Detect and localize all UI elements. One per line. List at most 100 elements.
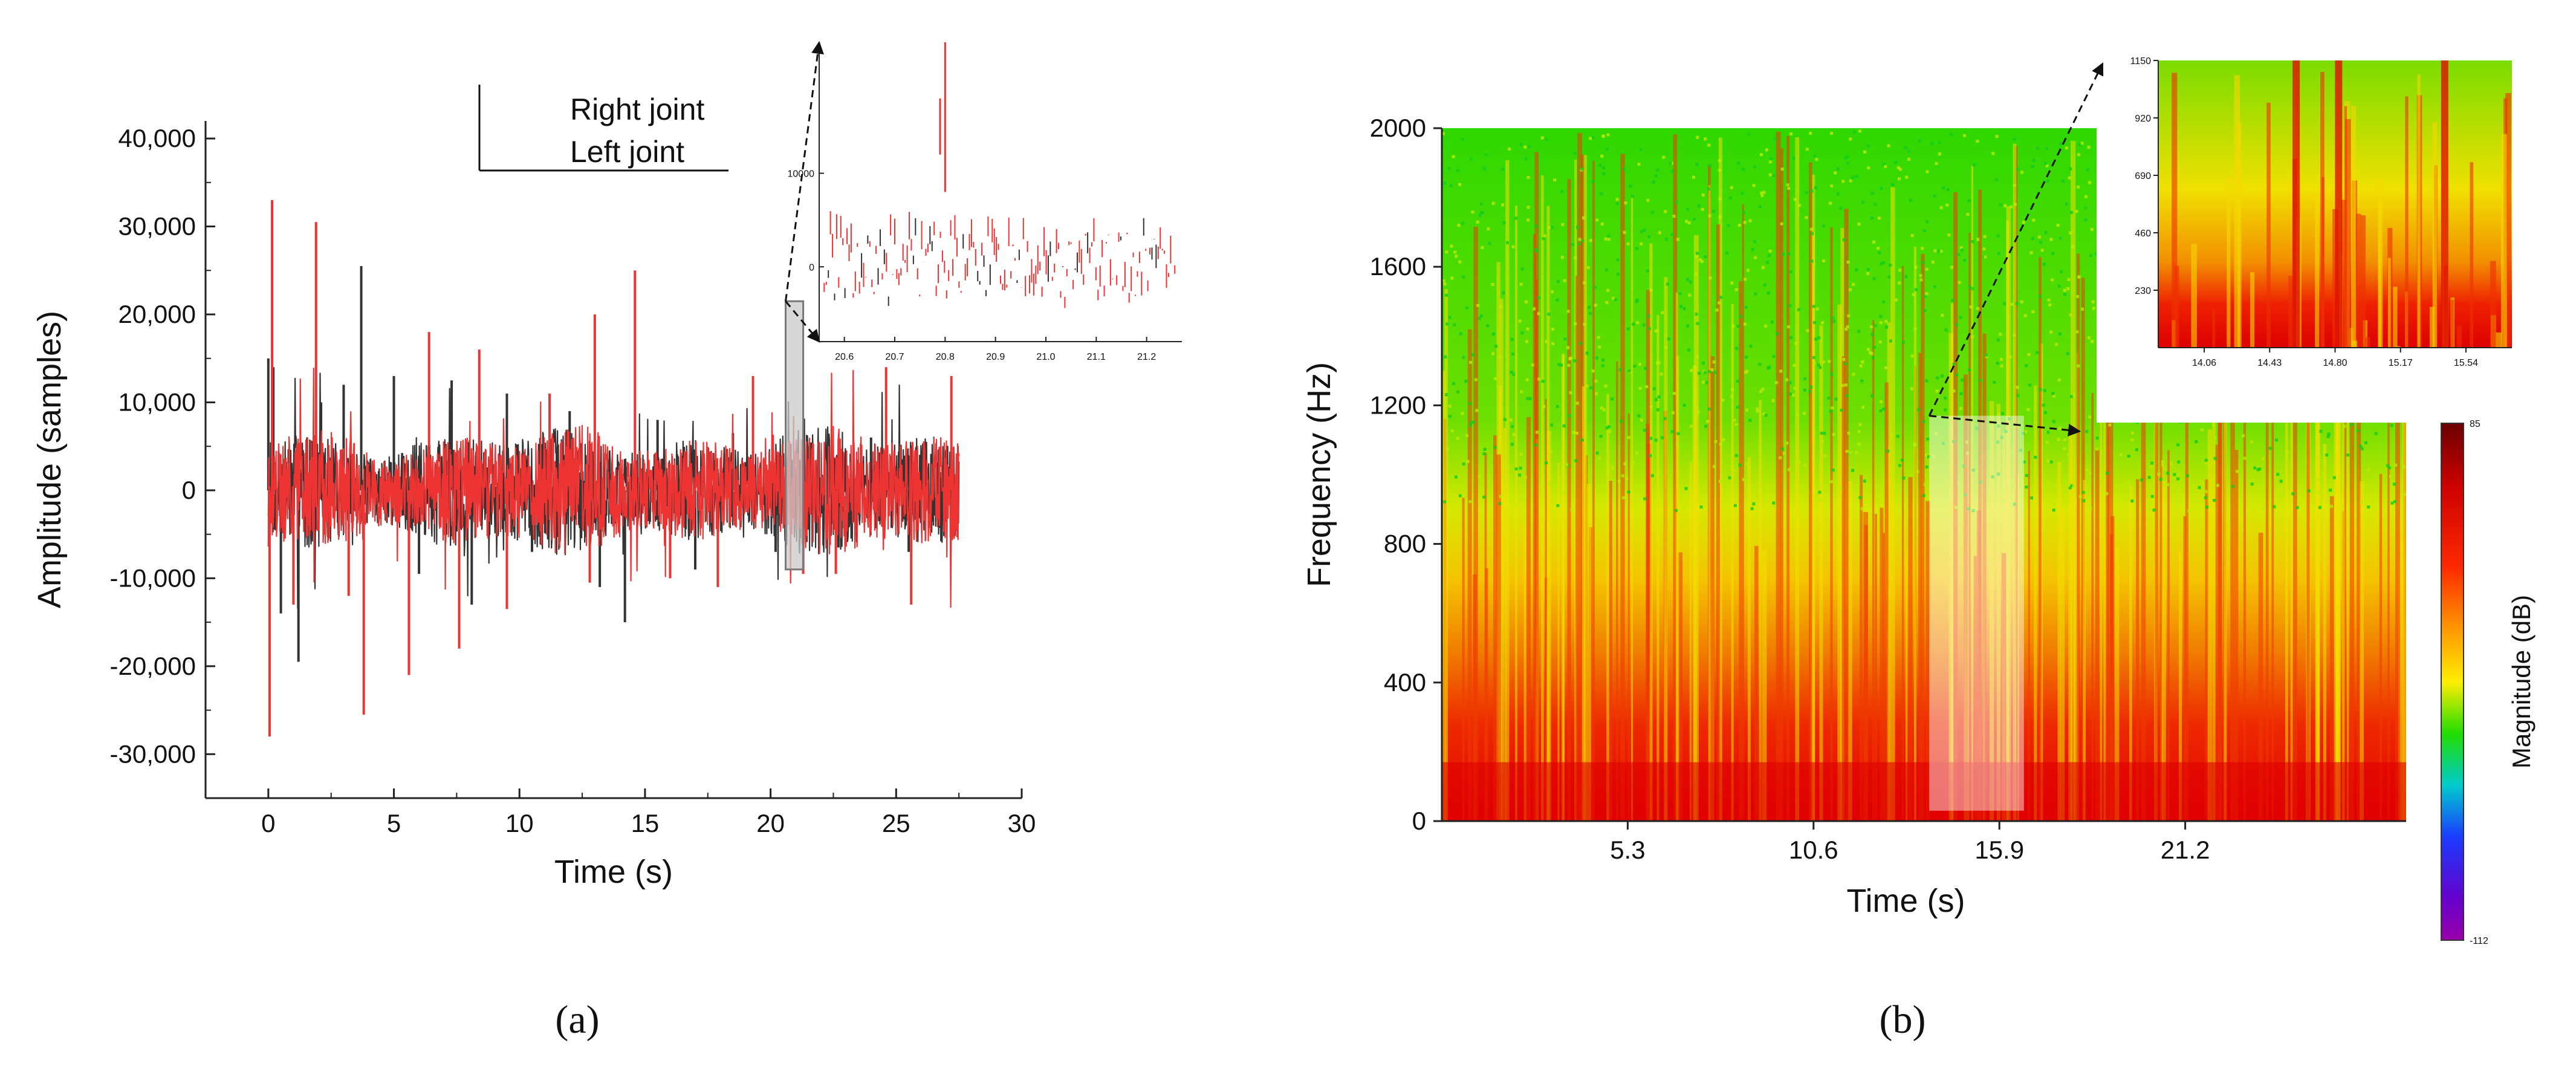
spectrogram-speckle bbox=[2036, 351, 2039, 354]
spectrogram-speckle bbox=[1531, 363, 1534, 367]
spectrogram-speckle bbox=[2003, 204, 2007, 207]
spectrogram-speckle bbox=[1617, 272, 1620, 276]
panel-b-spectrogram: 0 400 800 1200 1600 2000 5.3 10.6 15.9 21.2 Time … bbox=[1301, 56, 2535, 946]
spectrogram-speckle bbox=[1652, 387, 1656, 391]
spectrogram-speckle bbox=[1889, 339, 1892, 343]
spectrogram-speckle bbox=[2364, 441, 2367, 444]
spectrogram-speckle bbox=[1478, 474, 1481, 478]
spectrogram-speckle bbox=[1812, 305, 1815, 308]
spectrogram-speckle bbox=[2091, 300, 2095, 304]
spectrogram-speckle bbox=[1866, 145, 1870, 148]
spectrogram-speckle bbox=[1925, 465, 1929, 469]
spectrogram-speckle bbox=[1852, 282, 1855, 286]
spectrogram-speckle bbox=[1879, 321, 1883, 325]
x-tick-label: 15.9 bbox=[1974, 836, 2024, 864]
spectrogram-speckle bbox=[1520, 390, 1523, 394]
spectrogram-speckle bbox=[1449, 184, 1453, 187]
spectrogram-speckle bbox=[1857, 330, 1861, 333]
spectrogram-speckle bbox=[1493, 446, 1497, 449]
spectrogram-speckle bbox=[1814, 186, 1817, 190]
spectrogram-speckle bbox=[1566, 310, 1570, 313]
spectrogram-speckle bbox=[1687, 221, 1691, 225]
zoom-connector-arrow bbox=[785, 301, 820, 343]
spectrogram-speckle bbox=[1830, 184, 1834, 188]
spectrogram-speckle bbox=[1993, 380, 1996, 384]
spectrogram-speckle bbox=[1961, 379, 1964, 382]
spectrogram-speckle bbox=[1840, 408, 1843, 412]
spectrogram-speckle bbox=[1670, 233, 1674, 236]
spectrogram-speckle bbox=[1768, 365, 1771, 369]
spectrogram-speckle bbox=[1767, 291, 1770, 295]
spectrogram-speckle bbox=[1614, 297, 1617, 301]
spectrogram-speckle bbox=[1444, 293, 1448, 297]
spectrogram-speckle bbox=[1704, 255, 1707, 259]
spectrogram-speckle bbox=[1907, 157, 1911, 161]
spectrogram-speckle bbox=[1567, 363, 1571, 367]
spectrogram-speckle bbox=[2039, 388, 2042, 391]
spectrogram-speckle bbox=[1591, 369, 1595, 373]
spectrogram-speckle bbox=[1971, 509, 1975, 512]
spectrogram-speckle bbox=[2383, 406, 2386, 409]
spectrogram-speckle bbox=[2286, 375, 2289, 379]
spectrogram-speckle bbox=[1605, 148, 1609, 151]
spectrogram-speckle bbox=[1786, 325, 1790, 329]
spectrogram-speckle bbox=[2013, 485, 2016, 489]
spectrogram-speckle bbox=[1675, 442, 1679, 446]
spectrogram-speckle bbox=[1589, 386, 1593, 389]
y-tick-label: -10,000 bbox=[110, 564, 196, 592]
spectrogram-speckle bbox=[1615, 198, 1619, 201]
spectrogram-speckle bbox=[1793, 198, 1797, 201]
spectrogram-speckle bbox=[1657, 395, 1661, 399]
spectrogram-speckle bbox=[2131, 168, 2135, 172]
spectrogram-speckle bbox=[1832, 433, 1835, 437]
spectrogram-speckle bbox=[1847, 314, 1851, 317]
spectrogram-speckle bbox=[1447, 167, 1451, 171]
spectrogram-speckle bbox=[2124, 374, 2127, 377]
y-tick-label: 2000 bbox=[1370, 114, 1426, 142]
spectrogram-speckle bbox=[2170, 462, 2173, 466]
spectrogram-speckle bbox=[1976, 139, 1979, 143]
spectrogram-speckle bbox=[1718, 215, 1722, 219]
spectrogram-speckle bbox=[1827, 396, 1831, 400]
spectrogram-speckle bbox=[1598, 457, 1601, 460]
spectrogram-speckle bbox=[2127, 454, 2130, 458]
spectrogram-speckle bbox=[1785, 441, 1789, 445]
spectrogram-speckle bbox=[2393, 500, 2396, 504]
spectrogram-speckle bbox=[2230, 361, 2234, 365]
spectrogram-speckle bbox=[1984, 255, 1987, 259]
spectrogram-speckle bbox=[1813, 154, 1817, 158]
spectrogram-speckle bbox=[1478, 317, 1481, 320]
spectrogram-speckle bbox=[2196, 348, 2199, 351]
spectrogram-speckle bbox=[1730, 281, 1734, 285]
spectrogram-speckle bbox=[2057, 438, 2060, 441]
spectrogram-speckle bbox=[1944, 328, 1948, 332]
spectrogram-speckle bbox=[1839, 206, 1843, 210]
spectrogram-speckle bbox=[1448, 316, 1452, 319]
spectrogram-speckle bbox=[2016, 167, 2019, 171]
spectrogram-speckle bbox=[1605, 301, 1609, 304]
spectrogram-speckle bbox=[1936, 376, 1939, 380]
spectrogram-speckle bbox=[1898, 281, 1901, 285]
spectrogram-speckle bbox=[1699, 258, 1702, 262]
spectrogram-speckle bbox=[1830, 132, 1834, 135]
spectrogram-speckle bbox=[1935, 389, 1939, 393]
spectrogram-speckle bbox=[2161, 460, 2164, 464]
spectrogram-speckle bbox=[1444, 393, 1448, 397]
spectrogram-speckle bbox=[1963, 134, 1967, 137]
spectrogram-speckle bbox=[1662, 155, 1666, 159]
inset-x-tick-label: 20.8 bbox=[936, 352, 955, 362]
spectrogram-speckle bbox=[1884, 320, 1888, 323]
spectrogram-speckle bbox=[2318, 505, 2321, 509]
spectrogram-speckle bbox=[2124, 397, 2127, 400]
spectrogram-speckle bbox=[2020, 507, 2024, 510]
spectrogram-speckle bbox=[1537, 296, 1540, 300]
spectrogram-speckle bbox=[2403, 493, 2406, 496]
spectrogram-speckle bbox=[1630, 461, 1634, 464]
spectrogram-speckle bbox=[1519, 466, 1522, 470]
spectrogram-speckle bbox=[1935, 161, 1938, 165]
spectrogram-speckle bbox=[1925, 292, 1929, 296]
spectrogram-speckle bbox=[2329, 489, 2332, 492]
spectrogram-speckle bbox=[1627, 369, 1631, 373]
spectrogram-speckle bbox=[1645, 385, 1649, 388]
